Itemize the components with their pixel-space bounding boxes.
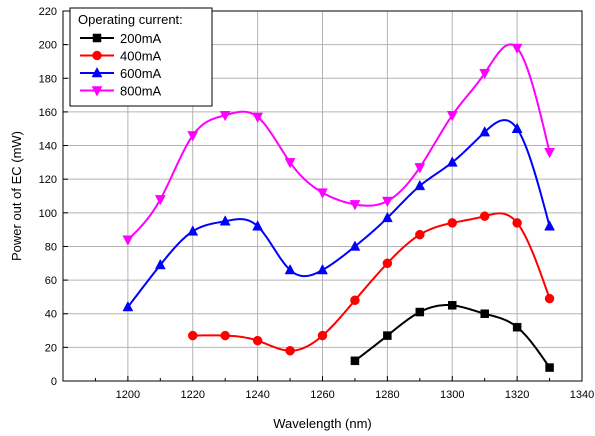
- y-tick-label: 100: [39, 208, 57, 220]
- series-line-600ma: [127, 119, 551, 308]
- data-point-400ma: [512, 218, 522, 228]
- data-point-400ma: [285, 345, 295, 356]
- y-tick-label: 180: [39, 73, 57, 85]
- data-point-800ma: [544, 148, 555, 159]
- y-tick-label: 0: [51, 376, 57, 388]
- series-line-800ma: [127, 43, 551, 241]
- x-tick-label: 1340: [570, 389, 594, 401]
- data-point-800ma: [511, 43, 523, 55]
- data-point-800ma: [252, 112, 264, 123]
- data-point-200ma: [415, 307, 425, 317]
- data-point-400ma: [382, 258, 393, 269]
- y-tick-label: 120: [39, 174, 57, 186]
- data-point-600ma: [122, 300, 134, 312]
- data-point-400ma: [479, 211, 490, 221]
- axis-ticks: 1200 1220 1240 1260 1280 1300 1320 1340 0 20 40 60 8…: [39, 6, 595, 401]
- x-tick-label: 1220: [181, 389, 205, 401]
- data-point-200ma: [480, 309, 489, 318]
- data-point-400ma: [350, 295, 360, 306]
- data-point-200ma: [545, 363, 554, 372]
- x-tick-label: 1280: [375, 389, 399, 401]
- data-point-800ma: [154, 195, 166, 206]
- series-line-400ma: [192, 212, 551, 352]
- data-point-800ma: [187, 131, 199, 142]
- data-point-600ma: [154, 258, 166, 270]
- legend-label-800ma: 800mA: [120, 84, 162, 99]
- data-point-800ma: [446, 111, 458, 122]
- data-point-600ma: [446, 156, 458, 167]
- x-axis-title: Wavelength (nm): [273, 416, 372, 431]
- y-tick-label: 60: [45, 275, 57, 287]
- data-point-400ma: [544, 293, 555, 304]
- data-point-400ma: [447, 218, 457, 228]
- grid: [63, 11, 582, 381]
- data-point-400ma: [188, 330, 198, 341]
- legend-marker-800ma: [91, 86, 103, 97]
- data-point-600ma: [479, 126, 491, 137]
- data-point-600ma: [317, 263, 328, 275]
- data-point-600ma: [187, 225, 199, 236]
- data-point-400ma: [220, 330, 230, 341]
- data-point-800ma: [381, 196, 393, 208]
- data-point-600ma: [219, 215, 231, 226]
- data-point-600ma: [511, 122, 523, 133]
- x-tick-label: 1200: [116, 389, 140, 401]
- data-point-800ma: [219, 111, 231, 122]
- data-point-200ma: [512, 322, 522, 332]
- x-tick-label: 1240: [245, 389, 269, 401]
- data-point-800ma: [479, 68, 491, 80]
- x-tick-label: 1320: [505, 389, 529, 401]
- x-tick-label: 1260: [310, 389, 334, 401]
- data-point-200ma: [383, 331, 392, 340]
- legend-marker-200ma: [92, 33, 102, 43]
- x-tick-label: 1300: [440, 389, 464, 401]
- data-point-800ma: [284, 158, 296, 169]
- data-point-800ma: [349, 200, 361, 211]
- data-point-600ma: [252, 220, 264, 231]
- y-axis-title: Power out of EC (mW): [9, 131, 24, 261]
- legend-label-600ma: 600mA: [120, 66, 162, 81]
- y-tick-label: 80: [45, 241, 57, 253]
- data-point-400ma: [317, 330, 328, 341]
- legend-marker-600ma: [91, 66, 103, 78]
- y-tick-label: 40: [45, 309, 57, 321]
- data-point-200ma: [448, 301, 457, 310]
- data-point-600ma: [349, 240, 361, 251]
- data-point-800ma: [414, 163, 426, 174]
- data-point-400ma: [415, 229, 425, 240]
- legend-label-400ma: 400mA: [120, 49, 162, 64]
- series-markers: [122, 43, 555, 372]
- data-point-600ma: [544, 220, 555, 231]
- data-point-600ma: [284, 263, 296, 275]
- y-tick-label: 220: [39, 6, 57, 18]
- data-point-600ma: [381, 211, 393, 223]
- data-point-400ma: [252, 335, 263, 346]
- data-point-600ma: [414, 179, 426, 191]
- legend-label-200ma: 200mA: [120, 31, 162, 46]
- data-point-800ma: [122, 235, 134, 246]
- data-point-800ma: [317, 188, 328, 199]
- y-tick-label: 140: [39, 141, 57, 153]
- y-tick-label: 20: [45, 342, 57, 354]
- y-tick-label: 160: [39, 107, 57, 119]
- y-tick-label: 200: [39, 40, 57, 52]
- legend-title: Operating current:: [78, 12, 183, 27]
- legend: Operating current: 200mA 400mA 600mA 800mA: [69, 7, 213, 107]
- legend-marker-400ma: [92, 50, 102, 61]
- data-point-200ma: [350, 356, 360, 366]
